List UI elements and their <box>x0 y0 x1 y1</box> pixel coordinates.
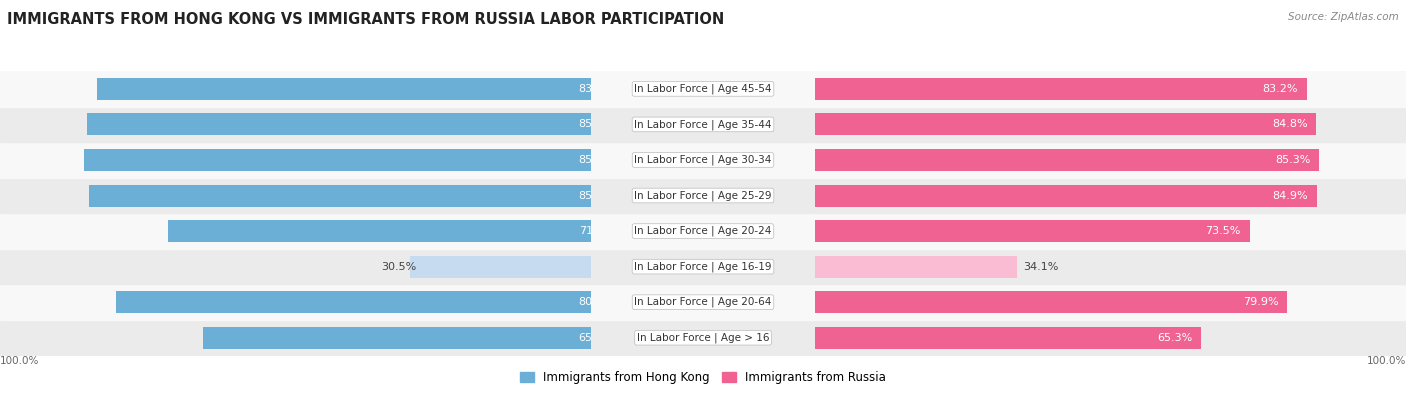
Bar <box>815 149 1319 171</box>
Text: 83.2%: 83.2% <box>1263 84 1298 94</box>
Text: 100.0%: 100.0% <box>0 356 39 365</box>
Text: 73.5%: 73.5% <box>1205 226 1240 236</box>
Text: In Labor Force | Age 20-64: In Labor Force | Age 20-64 <box>634 297 772 307</box>
Text: In Labor Force | Age 16-19: In Labor Force | Age 16-19 <box>634 261 772 272</box>
Bar <box>591 284 815 320</box>
Text: 85.8%: 85.8% <box>579 155 614 165</box>
Text: 34.1%: 34.1% <box>1022 261 1059 272</box>
Bar <box>591 213 815 249</box>
Bar <box>115 291 591 313</box>
Text: 30.5%: 30.5% <box>381 261 416 272</box>
Text: 65.3%: 65.3% <box>1157 333 1192 343</box>
Text: In Labor Force | Age > 16: In Labor Force | Age > 16 <box>637 333 769 343</box>
Bar <box>815 327 1201 349</box>
Bar <box>591 142 815 178</box>
Bar <box>0 142 591 178</box>
Text: 84.9%: 84.9% <box>1272 190 1308 201</box>
Bar <box>815 107 1406 142</box>
Text: 83.6%: 83.6% <box>579 84 614 94</box>
Text: 79.9%: 79.9% <box>1243 297 1278 307</box>
Bar <box>815 71 1406 107</box>
Bar <box>411 256 591 278</box>
Bar <box>97 78 591 100</box>
Text: 85.0%: 85.0% <box>579 190 614 201</box>
Text: 85.3%: 85.3% <box>1275 155 1310 165</box>
Bar <box>0 213 591 249</box>
Bar <box>815 220 1250 242</box>
Text: 80.4%: 80.4% <box>579 297 614 307</box>
Text: Source: ZipAtlas.com: Source: ZipAtlas.com <box>1288 12 1399 22</box>
Text: 100.0%: 100.0% <box>1367 356 1406 365</box>
Bar <box>815 113 1316 135</box>
Bar <box>0 249 591 284</box>
Bar <box>815 184 1317 207</box>
Bar <box>815 291 1288 313</box>
Bar <box>815 178 1406 213</box>
Bar <box>815 284 1406 320</box>
Text: 84.8%: 84.8% <box>1272 119 1308 130</box>
Text: In Labor Force | Age 25-29: In Labor Force | Age 25-29 <box>634 190 772 201</box>
Bar <box>815 320 1406 356</box>
Bar <box>591 178 815 213</box>
Bar <box>0 178 591 213</box>
Bar <box>0 284 591 320</box>
Bar <box>815 78 1306 100</box>
Text: In Labor Force | Age 35-44: In Labor Force | Age 35-44 <box>634 119 772 130</box>
Text: IMMIGRANTS FROM HONG KONG VS IMMIGRANTS FROM RUSSIA LABOR PARTICIPATION: IMMIGRANTS FROM HONG KONG VS IMMIGRANTS … <box>7 12 724 27</box>
Bar <box>202 327 591 349</box>
Bar <box>591 320 815 356</box>
Text: 85.2%: 85.2% <box>579 119 614 130</box>
Bar <box>591 71 815 107</box>
Bar <box>0 107 591 142</box>
Bar <box>0 320 591 356</box>
Text: 71.6%: 71.6% <box>579 226 614 236</box>
Legend: Immigrants from Hong Kong, Immigrants from Russia: Immigrants from Hong Kong, Immigrants fr… <box>515 367 891 389</box>
Text: In Labor Force | Age 45-54: In Labor Force | Age 45-54 <box>634 84 772 94</box>
Bar <box>0 71 591 107</box>
Bar <box>87 113 591 135</box>
Bar <box>815 142 1406 178</box>
Bar <box>84 149 591 171</box>
Text: 65.7%: 65.7% <box>579 333 614 343</box>
Bar <box>89 184 591 207</box>
Text: In Labor Force | Age 20-24: In Labor Force | Age 20-24 <box>634 226 772 236</box>
Text: In Labor Force | Age 30-34: In Labor Force | Age 30-34 <box>634 155 772 165</box>
Bar <box>815 249 1406 284</box>
Bar <box>591 249 815 284</box>
Bar <box>815 213 1406 249</box>
Bar <box>591 107 815 142</box>
Bar <box>815 256 1017 278</box>
Bar <box>167 220 591 242</box>
